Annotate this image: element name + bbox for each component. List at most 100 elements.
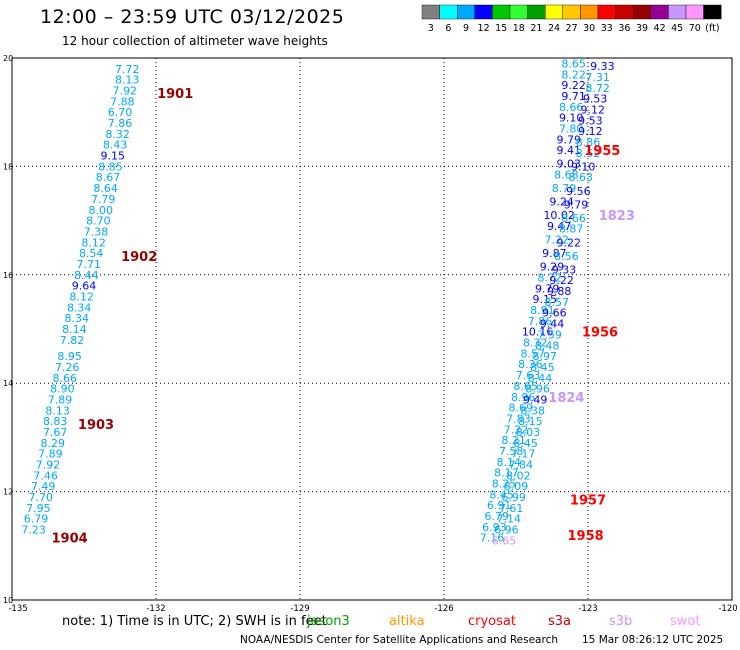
wave-height-value: 8.52: [576, 147, 601, 160]
colorbar-label: 12: [478, 23, 490, 34]
x-tick-label: -120: [718, 604, 737, 612]
wave-height-value: 8.86: [576, 136, 601, 149]
wave-height-value: 7.16: [480, 532, 505, 545]
wave-height-value: 8.12: [81, 236, 106, 249]
y-tick-label: 10: [3, 596, 13, 605]
wave-height-value: 8.57: [521, 347, 546, 360]
colorbar-label: (ft): [705, 23, 719, 34]
wave-height-value: 9.12: [581, 103, 606, 116]
wave-height-value: 7.26: [55, 361, 80, 374]
wave-height-value: 7.17: [511, 448, 536, 461]
wave-height-value: 9.56: [566, 185, 591, 198]
wave-height-value: 7.22: [504, 423, 529, 436]
y-tick-label: 14: [3, 379, 13, 388]
wave-height-value: 8.72: [585, 82, 610, 95]
colorbar-label: 3: [428, 23, 434, 34]
wave-height-value: 8.44: [74, 269, 99, 282]
wave-height-value: 8.64: [93, 182, 118, 195]
wave-height-value: 8.72: [537, 272, 562, 285]
wave-height-value: 8.79: [552, 182, 577, 195]
wave-height-value: 8.34: [67, 301, 92, 314]
y-tick-label: 16: [3, 271, 13, 280]
wave-height-value: 7.95: [26, 502, 51, 515]
wave-height-value: 9.47: [547, 220, 572, 233]
pass-time-label: 1823: [599, 209, 635, 224]
wave-height-value: 7.86: [108, 117, 133, 130]
wave-height-value: 10.16: [522, 326, 554, 339]
wave-height-value: 6.70: [108, 106, 133, 119]
wave-height-value: 8.95: [57, 350, 82, 363]
y-tick-label: 12: [3, 488, 13, 497]
colorbar-label: 45: [671, 23, 683, 34]
wave-height-value: 8.57: [545, 296, 570, 309]
wave-height-value: 7.89: [48, 393, 73, 406]
wave-height-value: 7.70: [29, 491, 54, 504]
colorbar-label: 39: [636, 23, 648, 34]
colorbar-label: 30: [583, 23, 595, 34]
wave-height-value: 8.13: [45, 404, 70, 417]
x-tick-label: -135: [8, 604, 27, 612]
wave-height-value: 9.79: [535, 282, 560, 295]
pass-time-label: 1903: [78, 418, 114, 433]
wave-height-value: 9.41: [557, 144, 582, 157]
wave-height-value: 8.15: [518, 415, 543, 428]
satellite-label-cryosat: cryosat: [468, 614, 516, 629]
generation-timestamp: 15 Mar 08:26:12 UTC 2025: [582, 634, 724, 646]
wave-height-value: 6.79: [485, 510, 510, 523]
wave-height-value: 8.48: [535, 339, 560, 352]
wave-height-value: 9.53: [578, 114, 603, 127]
pass-time-label: 1955: [584, 144, 620, 159]
wave-height-value: 8.97: [533, 350, 558, 363]
x-tick-label: -126: [434, 604, 453, 612]
credit-line: NOAA/NESDIS Center for Satellite Applica…: [240, 634, 558, 646]
pass-time-label: 1904: [52, 532, 88, 547]
colorbar-swatch: [703, 4, 722, 20]
wave-height-value: 8.21: [501, 434, 526, 447]
wave-height-value: 8.68: [554, 169, 579, 182]
wave-height-value: 7.46: [33, 469, 58, 482]
wave-height-value: 7.59: [537, 328, 562, 341]
wave-height-value: 7.23: [21, 524, 46, 537]
satellite-label-s3a: s3a: [548, 614, 572, 629]
wave-height-value: 9.24: [549, 196, 574, 209]
wave-height-value: 9.03: [557, 158, 582, 171]
wave-height-value: 9.33: [552, 263, 577, 276]
wave-height-value: 6.99: [501, 491, 526, 504]
wave-height-value: 8.54: [79, 247, 104, 260]
footer-note: note: 1) Time is in UTC; 2) SWH is in fe…: [62, 614, 327, 629]
wave-height-value: 9.15: [101, 150, 126, 163]
wave-height-value: 8.66: [561, 212, 586, 225]
wave-height-value: 9.49: [523, 393, 548, 406]
chart-subtitle: 12 hour collection of altimeter wave hei…: [62, 34, 328, 48]
wave-height-value: 9.12: [578, 125, 603, 138]
colorbar-label: 33: [601, 23, 613, 34]
colorbar-label: 15: [495, 23, 507, 34]
wave-height-value: 7.67: [43, 426, 68, 439]
wave-height-value: 10.02: [543, 209, 575, 222]
x-tick-label: -132: [146, 604, 165, 612]
y-tick-label: 18: [3, 162, 13, 171]
satellite-label-swot: swot: [670, 614, 701, 629]
satellite-label-altika: altika: [389, 614, 425, 629]
wave-height-value: 9.10: [571, 160, 596, 173]
colorbar-label: 36: [618, 23, 630, 34]
wave-height-value: 7.86: [528, 315, 553, 328]
wave-height-value: 8.90: [50, 383, 75, 396]
y-tick-label: 20: [3, 54, 13, 63]
wave-height-value: 8.44: [528, 372, 553, 385]
colorbar-label: 24: [548, 23, 560, 34]
wave-height-value: 7.71: [77, 258, 102, 271]
wave-height-value: 7.88: [110, 95, 135, 108]
pass-time-label: 1901: [157, 87, 193, 102]
wave-height-value: 9.53: [583, 93, 608, 106]
wave-height-value: 8.34: [65, 312, 90, 325]
wave-height-value: 9.87: [542, 247, 567, 260]
wave-height-value: 8.65: [561, 57, 586, 70]
wave-height-value: 8.09: [504, 480, 529, 493]
wave-height-value: 9.44: [540, 318, 565, 331]
color-scale-legend: 3 6 9 12 15 18 21 24 27 30 33 36 39 42 45 70 (ft): [421, 4, 722, 34]
wave-height-value: 6.65: [492, 534, 517, 547]
pass-time-label: 1957: [570, 494, 606, 509]
wave-height-value: 7.63: [516, 369, 541, 382]
colorbar-label: 27: [566, 23, 578, 34]
